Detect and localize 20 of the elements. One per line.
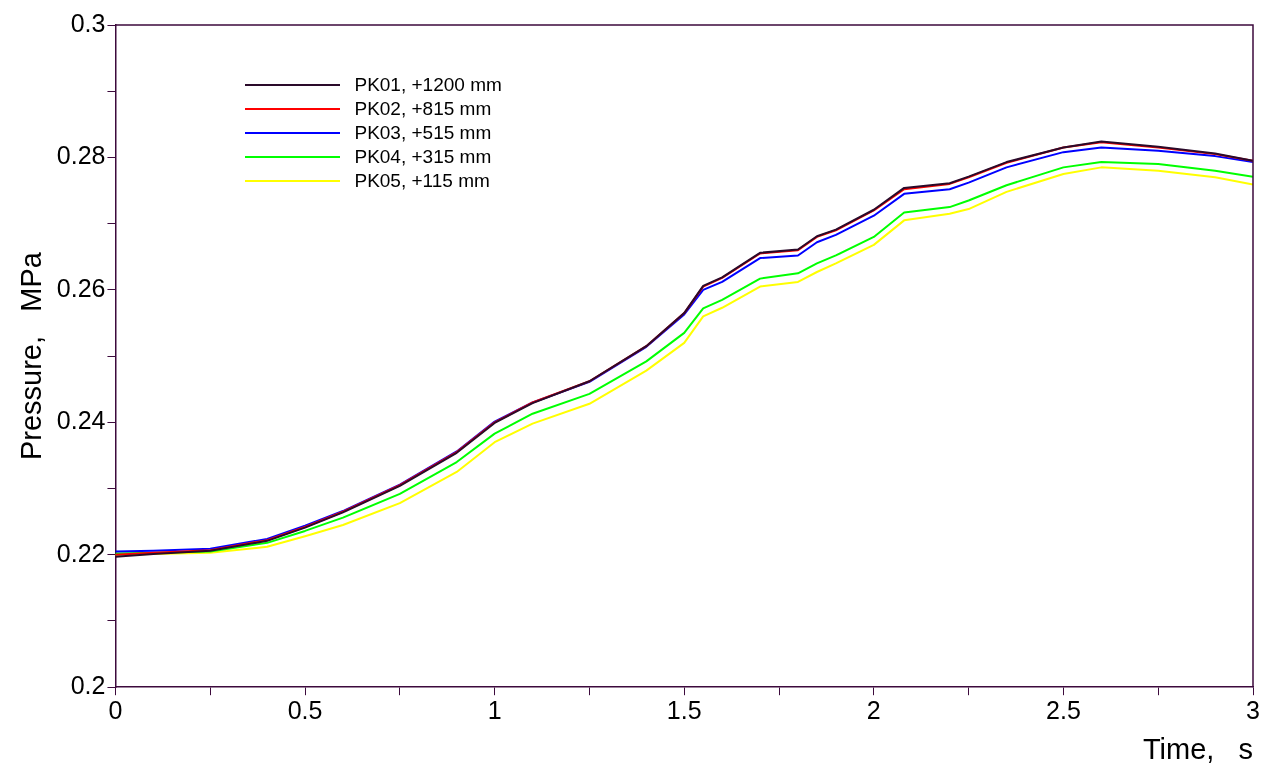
- y-tick-label: 0.26: [56, 273, 106, 302]
- x-tick-label: 2.5: [1046, 696, 1081, 725]
- x-tick-label: 0.5: [287, 696, 323, 725]
- x-tick-label: 0: [108, 696, 123, 725]
- y-tick-label: 0.22: [56, 538, 106, 567]
- legend-label: PK03, +515 mm: [354, 121, 492, 145]
- legend-label: PK05, +115 mm: [354, 169, 490, 193]
- y-tick-label: 0.24: [56, 406, 106, 435]
- y-axis-title: Pressure, MPa: [15, 251, 48, 461]
- legend-label: PK02, +815 mm: [354, 97, 492, 121]
- x-axis-title: Time, s: [1142, 732, 1253, 765]
- y-tick-label: 0.28: [56, 141, 106, 170]
- x-tick-label: 2: [866, 696, 881, 725]
- x-tick-label: 3: [1246, 696, 1260, 725]
- y-tick-label: 0.3: [70, 8, 106, 37]
- legend-label: PK01, +1200 mm: [354, 73, 502, 97]
- legend-label: PK04, +315 mm: [354, 145, 492, 169]
- x-tick-label: 1.5: [666, 696, 702, 725]
- x-tick-label: 1: [487, 696, 502, 725]
- y-tick-label: 0.2: [70, 671, 106, 700]
